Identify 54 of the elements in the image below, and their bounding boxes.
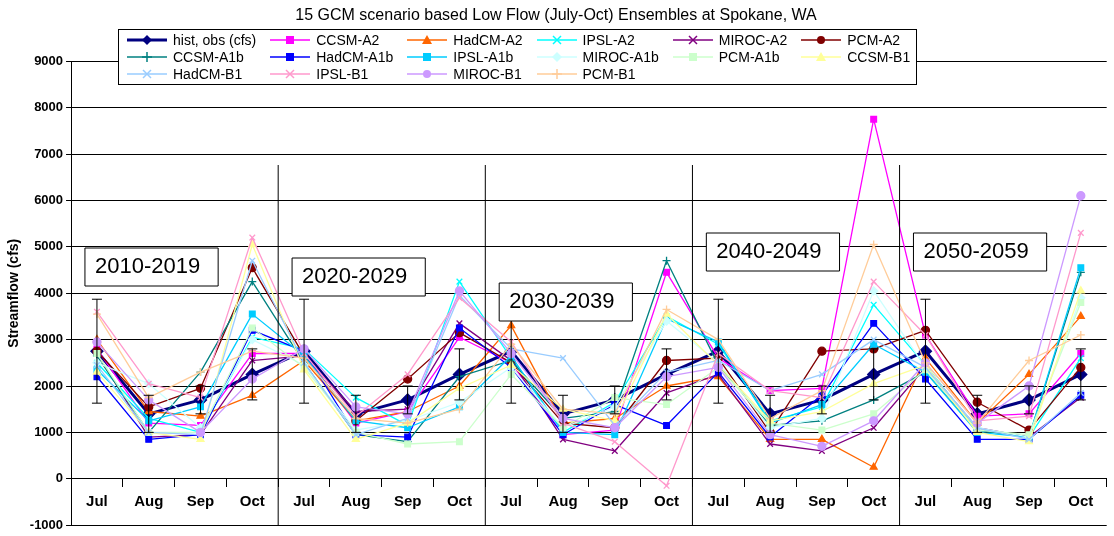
legend-label: CCSM-B1	[847, 49, 911, 65]
y-tick-label: 7000	[34, 145, 64, 161]
x-tick-label: Oct	[861, 491, 887, 509]
y-tick-label: 9000	[34, 52, 64, 68]
x-tick-label: Oct	[239, 491, 265, 509]
x-tick-label: Jul	[500, 491, 523, 509]
legend-label: hist, obs (cfs)	[173, 32, 257, 48]
annotation: 2050-2059	[923, 238, 1029, 264]
x-tick-label: Sep	[601, 491, 629, 509]
legend-label: MIROC-A1b	[582, 49, 659, 65]
x-tick-label: Oct	[1068, 491, 1094, 509]
annotation: 2040-2049	[716, 238, 822, 264]
annotation: 2030-2039	[509, 288, 615, 314]
y-tick-label: 3000	[34, 331, 64, 347]
y-tick-label: 1000	[34, 423, 64, 439]
y-tick-label: 0	[55, 470, 64, 486]
y-tick-label: 8000	[34, 99, 64, 115]
legend-label: PCM-A1b	[718, 49, 780, 65]
x-tick-label: Aug	[341, 491, 371, 509]
chart-title: 15 GCM scenario based Low Flow (July-Oct) Ensembles at Spokane, WA	[295, 6, 818, 24]
y-tick-label: 4000	[34, 284, 64, 300]
x-tick-label: Aug	[962, 491, 992, 509]
legend-label: IPSL-A2	[582, 32, 635, 48]
x-tick-label: Jul	[86, 491, 108, 509]
legend-label: IPSL-A1b	[453, 49, 514, 65]
x-tick-label: Aug	[134, 491, 164, 509]
legend-label: HadCM-A2	[453, 32, 523, 48]
x-tick-label: Jul	[914, 491, 937, 509]
y-tick-label: 6000	[34, 191, 64, 207]
x-tick-label: Aug	[548, 491, 578, 509]
x-tick-label: Oct	[654, 491, 680, 509]
x-tick-label: Sep	[186, 491, 215, 509]
y-tick-label: -1000	[29, 516, 64, 532]
legend-label: HadCM-A1b	[316, 49, 394, 65]
x-tick-label: Sep	[808, 491, 836, 509]
y-axis-title: Streamflow (cfs)	[5, 238, 22, 348]
legend-label: PCM-B1	[582, 66, 636, 82]
legend-label: CCSM-A2	[316, 32, 380, 48]
y-tick-label: 5000	[34, 238, 64, 254]
x-tick-label: Sep	[393, 491, 422, 509]
legend-label: HadCM-B1	[173, 66, 243, 82]
legend-label: MIROC-A2	[718, 32, 788, 48]
legend-label: IPSL-B1	[316, 66, 369, 82]
x-tick-label: Sep	[1015, 491, 1043, 509]
annotation: 2020-2029	[302, 263, 408, 289]
legend-label: MIROC-B1	[453, 66, 522, 82]
x-tick-label: Jul	[293, 491, 315, 509]
x-tick-label: Oct	[446, 491, 472, 509]
legend-label: PCM-A2	[847, 32, 901, 48]
x-tick-label: Jul	[707, 491, 730, 509]
x-tick-label: Aug	[755, 491, 785, 509]
y-tick-label: 2000	[34, 377, 64, 393]
annotation: 2010-2019	[94, 253, 201, 279]
legend-label: CCSM-A1b	[173, 49, 244, 65]
